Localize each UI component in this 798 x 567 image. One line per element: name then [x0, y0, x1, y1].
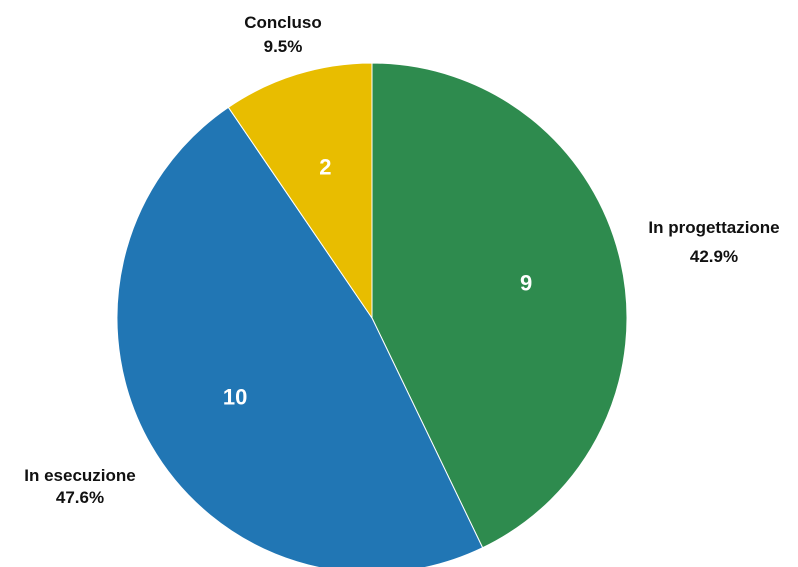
slice-value-in-esecuzione: 10	[223, 385, 247, 410]
slice-percent-in-progettazione: 42.9%	[690, 247, 738, 266]
slice-value-in-progettazione: 9	[520, 270, 532, 295]
slice-label-in-progettazione: In progettazione	[648, 218, 779, 237]
slice-label-in-esecuzione: In esecuzione	[24, 466, 135, 485]
slice-label-concluso: Concluso	[244, 13, 321, 32]
slice-value-concluso: 2	[319, 154, 331, 179]
slice-percent-concluso: 9.5%	[264, 37, 303, 56]
slice-percent-in-esecuzione: 47.6%	[56, 488, 104, 507]
pie-slices	[117, 63, 627, 567]
